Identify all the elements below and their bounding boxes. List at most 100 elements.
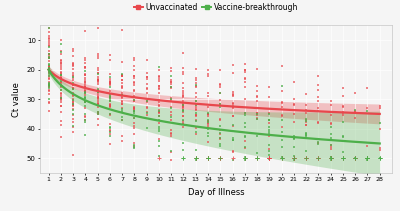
Point: [266, 125, 272, 128]
Point: [278, 102, 285, 105]
Point: [192, 114, 199, 117]
Point: [328, 157, 334, 160]
Point: [254, 157, 260, 160]
Point: [156, 86, 162, 90]
Point: [107, 104, 113, 108]
Point: [144, 58, 150, 62]
Point: [254, 157, 260, 160]
Point: [266, 113, 272, 116]
Point: [82, 61, 88, 65]
Point: [352, 91, 358, 94]
Point: [266, 112, 272, 115]
Point: [315, 107, 322, 110]
Point: [156, 99, 162, 102]
Point: [45, 89, 52, 92]
Point: [291, 157, 297, 160]
Point: [94, 52, 101, 56]
Point: [107, 59, 113, 62]
Point: [107, 99, 113, 103]
Point: [340, 139, 346, 143]
Point: [192, 107, 199, 111]
Point: [340, 120, 346, 124]
Point: [364, 157, 371, 160]
Point: [352, 110, 358, 113]
Point: [205, 157, 211, 160]
Point: [107, 95, 113, 98]
Point: [217, 119, 224, 122]
Point: [217, 137, 224, 140]
Point: [45, 49, 52, 52]
Point: [242, 158, 248, 161]
Point: [119, 93, 125, 96]
Point: [119, 119, 125, 122]
Point: [58, 96, 64, 100]
Point: [180, 148, 187, 151]
Point: [131, 146, 138, 150]
Point: [303, 123, 309, 127]
Point: [376, 121, 383, 124]
Point: [107, 89, 113, 92]
Point: [82, 121, 88, 124]
Point: [278, 118, 285, 122]
Point: [94, 71, 101, 74]
Point: [107, 99, 113, 102]
Point: [156, 139, 162, 143]
Point: [242, 157, 248, 160]
Point: [45, 52, 52, 55]
Point: [192, 109, 199, 112]
Point: [328, 126, 334, 129]
Point: [107, 114, 113, 117]
Point: [254, 134, 260, 138]
Point: [205, 114, 211, 118]
Point: [192, 130, 199, 134]
Point: [70, 118, 76, 121]
Point: [254, 95, 260, 98]
Point: [205, 131, 211, 134]
Point: [328, 155, 334, 158]
Point: [328, 133, 334, 136]
Point: [144, 72, 150, 75]
Point: [131, 141, 138, 145]
Point: [70, 83, 76, 87]
Point: [144, 106, 150, 109]
Point: [58, 98, 64, 102]
Point: [376, 157, 383, 160]
Point: [82, 81, 88, 84]
Point: [242, 113, 248, 117]
Point: [94, 96, 101, 99]
Point: [364, 106, 371, 110]
Point: [192, 157, 199, 160]
Point: [266, 132, 272, 136]
Point: [58, 64, 64, 67]
Point: [45, 37, 52, 40]
Point: [328, 145, 334, 148]
Point: [119, 118, 125, 121]
Point: [94, 92, 101, 95]
Point: [131, 110, 138, 113]
Point: [205, 157, 211, 160]
Point: [156, 129, 162, 132]
Point: [107, 81, 113, 85]
Point: [144, 77, 150, 81]
Point: [229, 102, 236, 106]
Point: [58, 88, 64, 92]
Point: [229, 138, 236, 142]
Point: [94, 117, 101, 120]
Point: [254, 116, 260, 120]
Point: [107, 75, 113, 79]
Point: [229, 106, 236, 109]
Point: [168, 78, 174, 82]
Point: [180, 52, 187, 55]
Point: [94, 88, 101, 91]
Point: [352, 157, 358, 160]
Point: [242, 76, 248, 79]
Point: [45, 92, 52, 96]
Point: [156, 109, 162, 112]
Point: [254, 113, 260, 117]
Point: [217, 131, 224, 135]
Point: [217, 83, 224, 86]
Point: [217, 124, 224, 127]
Point: [82, 91, 88, 94]
Point: [94, 93, 101, 96]
Point: [58, 75, 64, 78]
